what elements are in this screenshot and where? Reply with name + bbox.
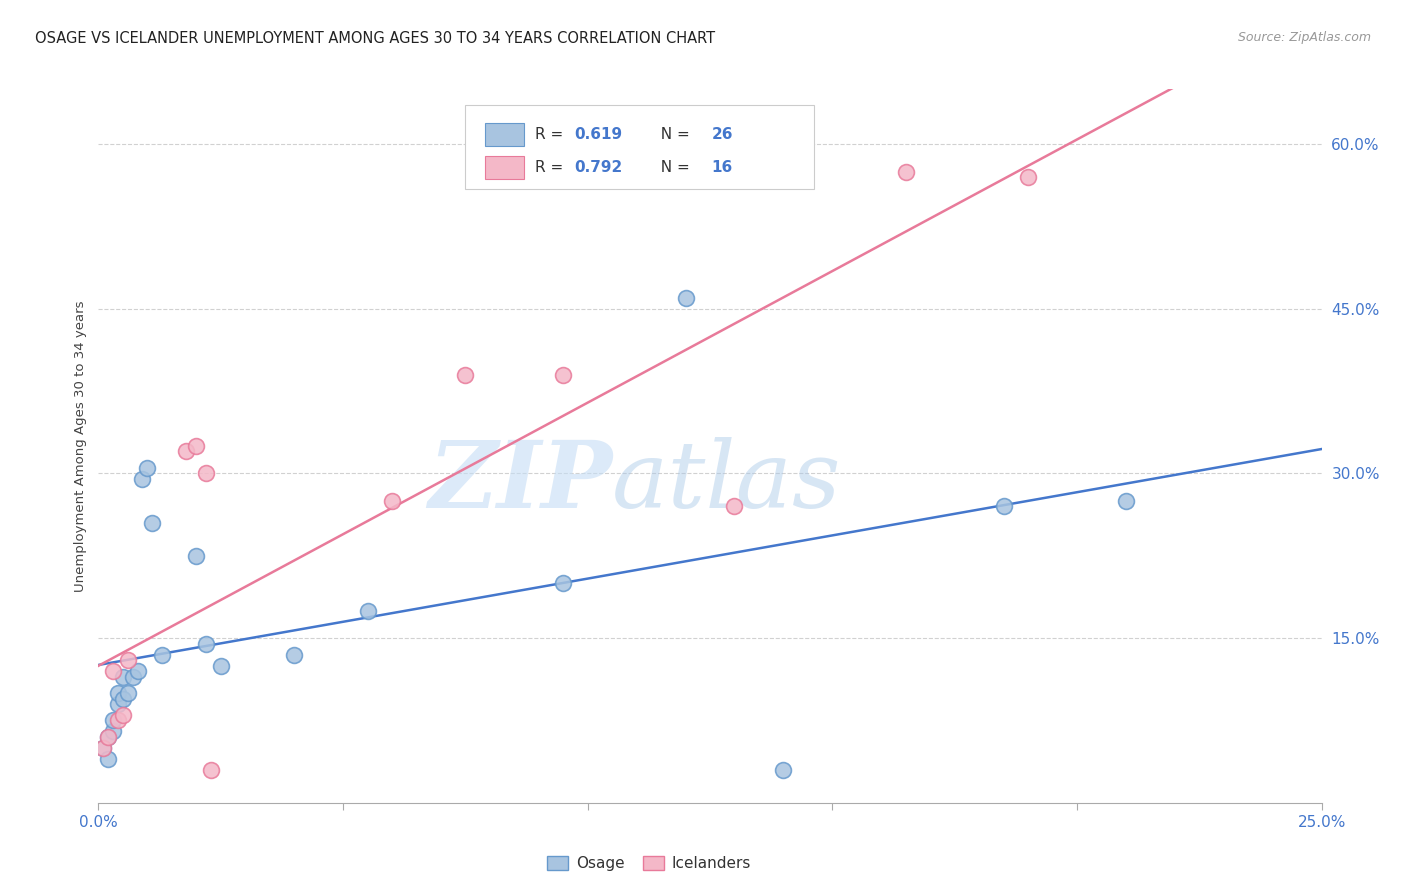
Point bbox=[117, 686, 139, 700]
FancyBboxPatch shape bbox=[485, 123, 524, 145]
Point bbox=[1017, 169, 1039, 184]
Point bbox=[101, 724, 124, 739]
Point bbox=[117, 653, 139, 667]
Point bbox=[91, 740, 114, 755]
Point bbox=[136, 461, 159, 475]
FancyBboxPatch shape bbox=[465, 105, 814, 189]
Point bbox=[553, 368, 575, 382]
FancyBboxPatch shape bbox=[485, 156, 524, 179]
Point bbox=[356, 604, 378, 618]
Point bbox=[97, 752, 120, 766]
Text: Source: ZipAtlas.com: Source: ZipAtlas.com bbox=[1237, 31, 1371, 45]
Text: OSAGE VS ICELANDER UNEMPLOYMENT AMONG AGES 30 TO 34 YEARS CORRELATION CHART: OSAGE VS ICELANDER UNEMPLOYMENT AMONG AG… bbox=[35, 31, 716, 46]
Point bbox=[723, 500, 745, 514]
Point bbox=[121, 669, 143, 683]
Point bbox=[195, 637, 218, 651]
Point bbox=[454, 368, 477, 382]
Point bbox=[107, 714, 129, 728]
Point bbox=[111, 669, 134, 683]
Point bbox=[101, 664, 124, 678]
Point bbox=[97, 730, 120, 744]
Text: N =: N = bbox=[651, 127, 695, 142]
Point bbox=[993, 500, 1015, 514]
Point bbox=[772, 763, 794, 777]
Point bbox=[186, 439, 208, 453]
Point bbox=[150, 648, 173, 662]
Point bbox=[894, 164, 917, 178]
Point bbox=[97, 730, 120, 744]
Point bbox=[91, 740, 114, 755]
Point bbox=[127, 664, 149, 678]
Text: ZIP: ZIP bbox=[427, 437, 612, 526]
Point bbox=[111, 708, 134, 723]
Y-axis label: Unemployment Among Ages 30 to 34 years: Unemployment Among Ages 30 to 34 years bbox=[75, 301, 87, 591]
Point bbox=[101, 714, 124, 728]
Text: N =: N = bbox=[651, 161, 695, 175]
Point bbox=[131, 472, 153, 486]
Point bbox=[107, 697, 129, 711]
Point bbox=[553, 576, 575, 591]
Point bbox=[675, 291, 697, 305]
Text: R =: R = bbox=[536, 161, 568, 175]
Point bbox=[176, 444, 198, 458]
Point bbox=[141, 516, 163, 530]
Text: 26: 26 bbox=[711, 127, 733, 142]
Point bbox=[209, 658, 232, 673]
Text: 0.619: 0.619 bbox=[574, 127, 623, 142]
Point bbox=[283, 648, 305, 662]
Text: atlas: atlas bbox=[612, 437, 842, 526]
Legend: Osage, Icelanders: Osage, Icelanders bbox=[540, 849, 758, 877]
Point bbox=[186, 549, 208, 563]
Point bbox=[107, 686, 129, 700]
Text: 0.792: 0.792 bbox=[574, 161, 623, 175]
Point bbox=[200, 763, 222, 777]
Point bbox=[111, 691, 134, 706]
Text: 16: 16 bbox=[711, 161, 733, 175]
Text: R =: R = bbox=[536, 127, 568, 142]
Point bbox=[1115, 494, 1137, 508]
Point bbox=[381, 494, 404, 508]
Point bbox=[195, 467, 218, 481]
